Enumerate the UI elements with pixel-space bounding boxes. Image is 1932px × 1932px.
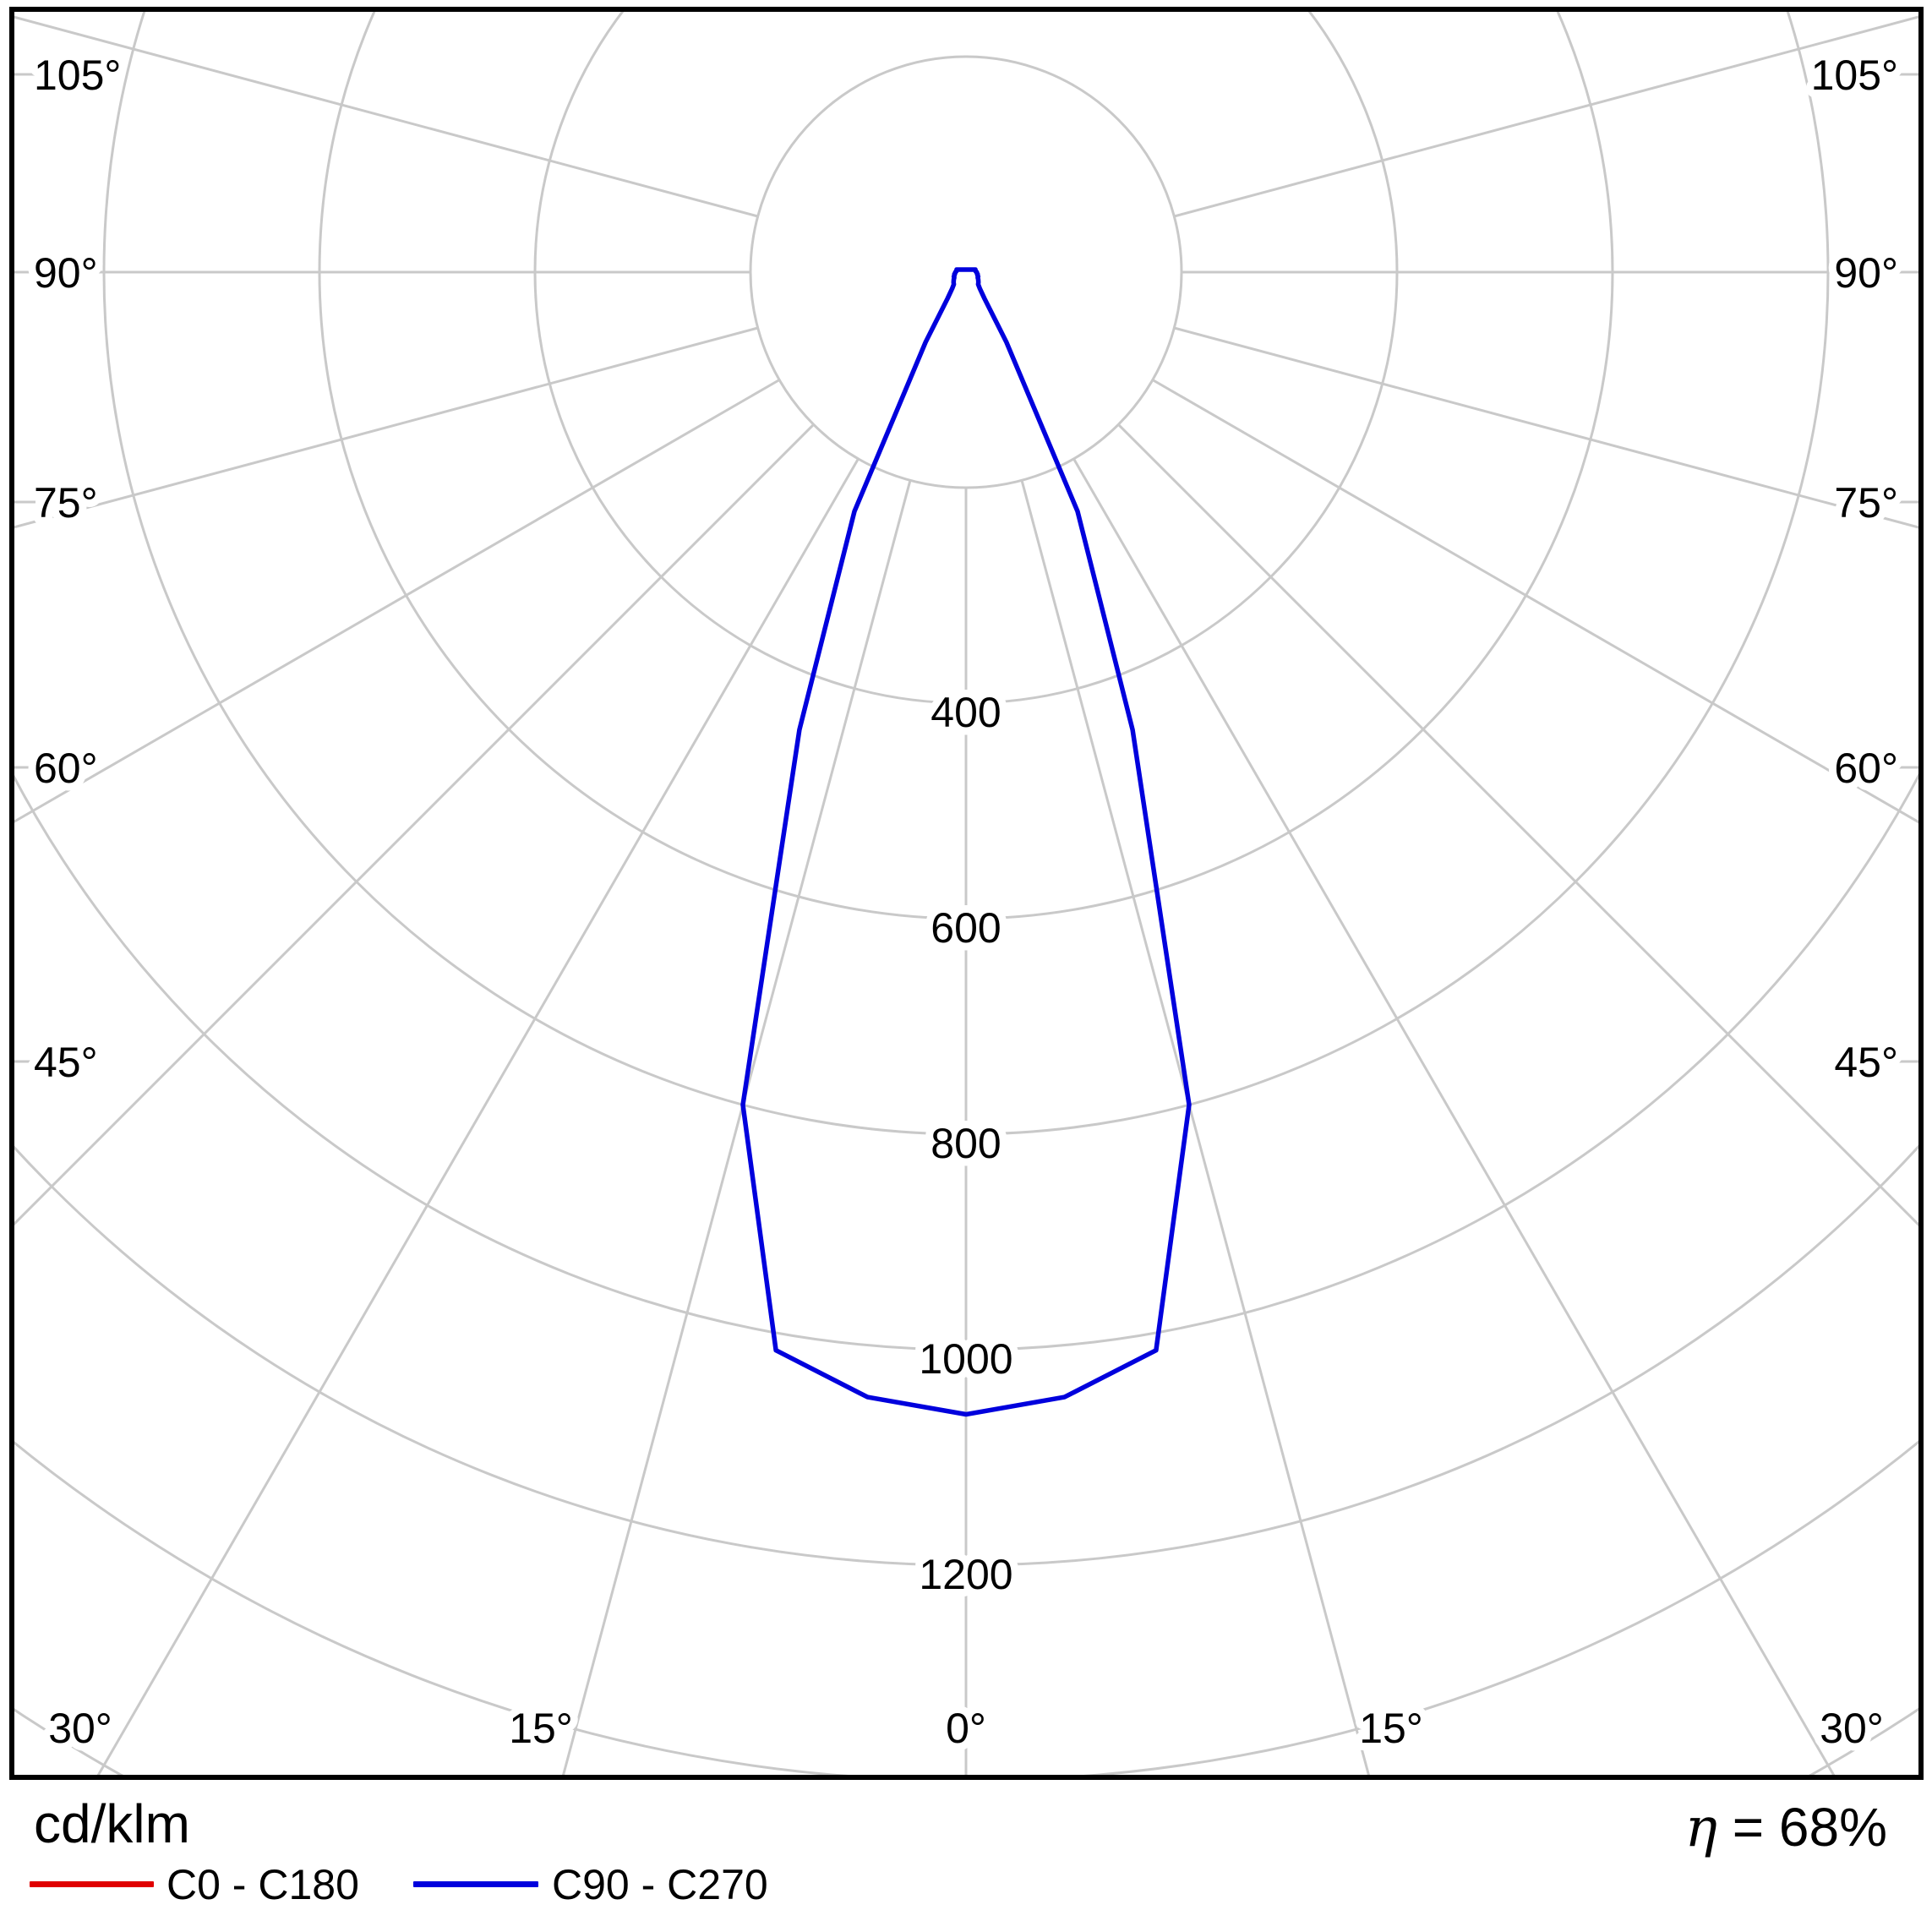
angle-label-bottom-1-15°: 15° (509, 1705, 573, 1752)
curve-c90-c270 (740, 267, 1192, 1417)
angle-label-right-60°: 60° (1834, 745, 1898, 792)
angle-label-right-105°: 105° (1811, 52, 1898, 99)
angle-label-right-90°: 90° (1834, 249, 1898, 297)
grid-spoke-R30 (1072, 458, 1836, 1777)
grid-spoke-R105 (1173, 14, 1921, 218)
grid-spoke-L45 (12, 423, 815, 1229)
ring-label-400: 400 (931, 689, 1001, 736)
angle-label-left-75°: 75° (34, 479, 98, 527)
grid-ring-200 (749, 55, 1183, 489)
angle-label-left-105°: 105° (34, 52, 121, 99)
angle-label-left-45°: 45° (34, 1039, 98, 1086)
angle-label-left-90°: 90° (34, 249, 98, 297)
angle-label-bottom-4-30°: 30° (1820, 1705, 1884, 1752)
grid-spoke-L30 (96, 458, 860, 1777)
ring-label-800: 800 (931, 1120, 1001, 1167)
angle-label-left-60°: 60° (34, 745, 98, 792)
eta-value: = 68% (1732, 1797, 1887, 1858)
grid-spoke-R60 (1152, 379, 1921, 826)
ring-label-1000: 1000 (919, 1335, 1012, 1383)
grid-spoke-L15 (561, 479, 912, 1777)
angle-label-bottom-3-15°: 15° (1359, 1705, 1423, 1752)
angle-label-right-75°: 75° (1834, 479, 1898, 527)
ring-label-600: 600 (931, 904, 1001, 952)
grid-spoke-L75 (12, 326, 759, 530)
grid-spoke-R45 (1117, 423, 1921, 1230)
grid-spoke-L105 (12, 14, 759, 218)
ring-label-1200: 1200 (919, 1551, 1012, 1598)
angle-label-bottom-0-30°: 30° (48, 1705, 112, 1752)
eta-symbol: η (1684, 1797, 1717, 1859)
grid-spoke-L60 (12, 379, 780, 825)
angle-label-right-45°: 45° (1834, 1039, 1898, 1086)
angle-label-bottom-2-0°: 0° (946, 1705, 986, 1752)
chart-border (9, 7, 1924, 1780)
efficiency-label: η = 68% (1685, 1797, 1887, 1860)
grid-spoke-R75 (1173, 326, 1921, 530)
units-label: cd/klm (34, 1793, 190, 1854)
grid-spoke-R15 (1020, 479, 1371, 1777)
angle-ticks (12, 73, 1921, 1063)
